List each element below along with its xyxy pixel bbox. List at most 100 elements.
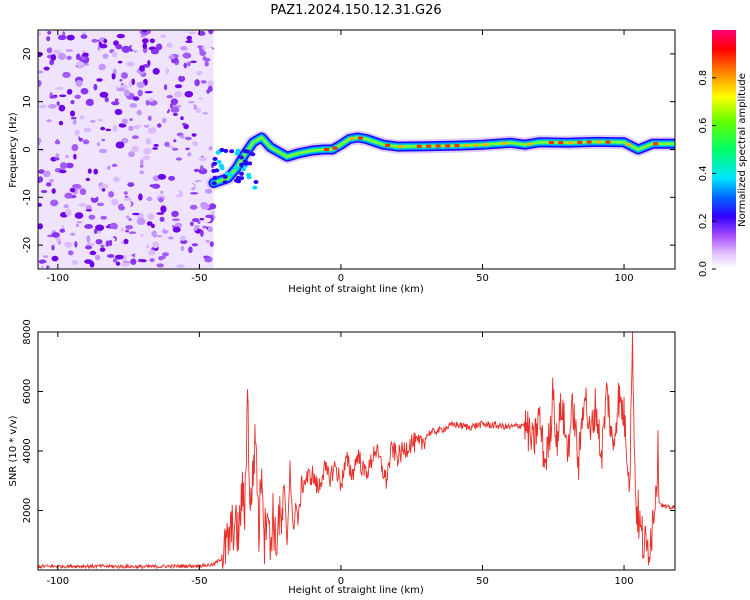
colorbar-label: Normalized spectral amplitude xyxy=(737,73,748,227)
ridge-fleck xyxy=(240,167,246,172)
noise-blob xyxy=(38,79,42,87)
noise-blob xyxy=(144,91,153,94)
noise-blob xyxy=(140,34,146,38)
noise-blob xyxy=(147,188,156,193)
noise-blob xyxy=(107,165,111,170)
noise-blob xyxy=(146,221,153,226)
noise-blob xyxy=(83,127,92,133)
noise-blob xyxy=(157,173,167,180)
spectrogram-x-axis: -100 -50 0 50 100 xyxy=(46,30,634,284)
noise-blob xyxy=(117,60,123,64)
noise-blob xyxy=(96,78,103,82)
noise-blob xyxy=(89,261,95,268)
noise-blob xyxy=(99,247,106,252)
colorbar: 0.0 0.2 0.4 0.6 0.8 Normalized spectral ampl… xyxy=(698,30,748,277)
noise-blob xyxy=(49,59,55,66)
noise-blob xyxy=(84,224,93,229)
noise-blob xyxy=(123,238,129,245)
colorbar-tick-label: 0.6 xyxy=(698,118,709,134)
ridge-fleck xyxy=(229,149,235,154)
noise-blob xyxy=(160,205,167,213)
noise-blob xyxy=(38,223,43,230)
ridge-peak xyxy=(435,144,441,148)
snr-line xyxy=(38,332,675,570)
noise-blob xyxy=(128,80,133,88)
noise-blob xyxy=(76,221,82,224)
noise-blob xyxy=(99,148,107,154)
noise-blob xyxy=(127,182,135,188)
noise-blob xyxy=(115,141,125,149)
noise-blob xyxy=(105,240,110,247)
noise-blob xyxy=(71,260,79,265)
snr-y-axis: 2000 4000 6000 8000 xyxy=(22,319,675,523)
noise-blob xyxy=(152,241,159,249)
noise-blob xyxy=(59,169,67,174)
noise-blob xyxy=(159,216,165,222)
ridge-fleck xyxy=(212,175,218,180)
noise-blob xyxy=(93,228,98,234)
y-tick-label: 10 xyxy=(22,95,33,108)
noise-blob xyxy=(165,67,169,75)
noise-blob xyxy=(182,52,192,59)
noise-blob xyxy=(99,91,109,98)
noise-blob xyxy=(174,91,183,98)
noise-blob xyxy=(74,212,84,219)
noise-blob xyxy=(149,258,155,263)
spectrogram-y-label: Frequency (Hz) xyxy=(8,112,19,188)
noise-blob xyxy=(59,228,66,233)
noise-blob xyxy=(43,66,50,71)
noise-blob xyxy=(142,30,147,33)
noise-blob xyxy=(202,56,207,61)
noise-blob xyxy=(173,191,180,195)
noise-blob xyxy=(62,71,71,78)
noise-blob xyxy=(206,47,214,54)
noise-blob xyxy=(116,87,126,92)
noise-blob xyxy=(69,187,76,193)
noise-blob xyxy=(38,32,42,36)
noise-blob xyxy=(93,101,98,107)
noise-blob xyxy=(143,147,152,155)
noise-blob xyxy=(200,229,204,237)
ridge-fleck xyxy=(211,181,217,186)
noise-blob xyxy=(191,243,198,247)
noise-blob xyxy=(101,138,105,142)
noise-blob xyxy=(116,167,122,175)
noise-blob xyxy=(75,79,83,87)
noise-blob xyxy=(137,89,143,97)
noise-blob xyxy=(38,137,42,144)
snr-panel: -100 -50 0 50 100 2000 4000 6000 8000 Height of… xyxy=(8,319,676,596)
noise-blob xyxy=(166,95,173,99)
noise-blob xyxy=(120,227,125,232)
ridge-fleck xyxy=(212,156,218,161)
noise-blob xyxy=(182,193,191,198)
noise-blob xyxy=(148,249,156,256)
noise-blob xyxy=(111,51,118,58)
noise-blob xyxy=(76,229,80,237)
noise-blob xyxy=(168,236,174,240)
noise-blob xyxy=(96,142,101,147)
noise-blob xyxy=(139,224,148,231)
noise-blob xyxy=(162,252,169,257)
noise-blob xyxy=(58,120,64,126)
noise-blob xyxy=(48,104,57,109)
noise-blob xyxy=(74,241,78,248)
noise-blob xyxy=(69,110,76,117)
noise-blob xyxy=(53,157,60,161)
noise-blob xyxy=(66,88,73,95)
noise-blob xyxy=(181,257,186,262)
noise-blob xyxy=(40,189,48,194)
noise-blob xyxy=(155,43,163,51)
noise-blob xyxy=(111,86,117,90)
noise-blob xyxy=(112,95,121,99)
ridge-peak xyxy=(482,143,488,146)
noise-blob xyxy=(199,261,206,266)
snr-x-label: Height of straight line (km) xyxy=(288,585,424,596)
colorbar-tick-label: 0.4 xyxy=(698,165,709,181)
noise-blob xyxy=(142,119,151,126)
noise-blob xyxy=(85,98,95,106)
colorbar-tick-label: 0.8 xyxy=(698,70,709,86)
noise-blob xyxy=(204,188,213,194)
noise-blob xyxy=(180,245,185,251)
noise-blob xyxy=(67,250,74,256)
noise-blob xyxy=(180,239,188,244)
